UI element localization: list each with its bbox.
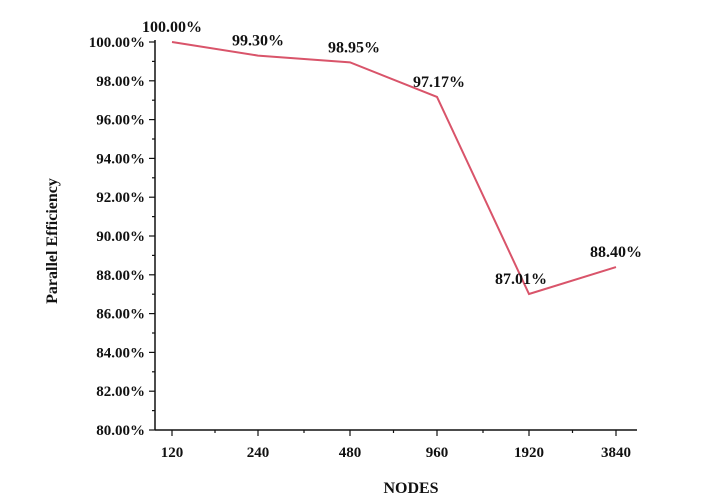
x-tick-label: 480 [339, 445, 362, 461]
series-line [171, 41, 617, 296]
y-axis-ticks: 80.00% 82.00% 84.00% 86.00% 88.00% 90.00% 92.0… [89, 35, 155, 439]
data-label: 97.17% [413, 74, 465, 91]
y-tick-label: 96.00% [96, 113, 145, 129]
x-tick-label: 120 [161, 445, 184, 461]
y-tick-label: 86.00% [96, 307, 145, 323]
x-tick-label: 240 [247, 445, 270, 461]
data-label: 100.00% [142, 19, 202, 36]
data-labels: 100.00% 99.30% 98.95% 97.17% 87.01% 88.40% [142, 19, 642, 288]
data-label: 87.01% [495, 271, 547, 288]
y-tick-label: 98.00% [96, 74, 145, 90]
y-tick-label: 94.00% [96, 151, 145, 167]
x-tick-label: 3840 [601, 445, 631, 461]
y-tick-label: 88.00% [96, 268, 145, 284]
y-axis-title: Parallel Efficiency [44, 178, 61, 304]
x-axis-ticks: 120 240 480 960 1920 3840 [161, 430, 631, 461]
y-tick-label: 84.00% [96, 345, 145, 361]
y-tick-label: 82.00% [96, 384, 145, 400]
data-label: 88.40% [590, 244, 642, 261]
x-tick-label: 960 [426, 445, 449, 461]
y-tick-label: 80.00% [96, 423, 145, 439]
x-tick-label: 1920 [514, 445, 544, 461]
y-tick-label: 90.00% [96, 229, 145, 245]
y-tick-label: 92.00% [96, 190, 145, 206]
data-label: 99.30% [232, 33, 284, 50]
x-axis-title: NODES [383, 480, 438, 497]
data-label: 98.95% [328, 39, 380, 56]
y-tick-label: 100.00% [89, 35, 145, 51]
